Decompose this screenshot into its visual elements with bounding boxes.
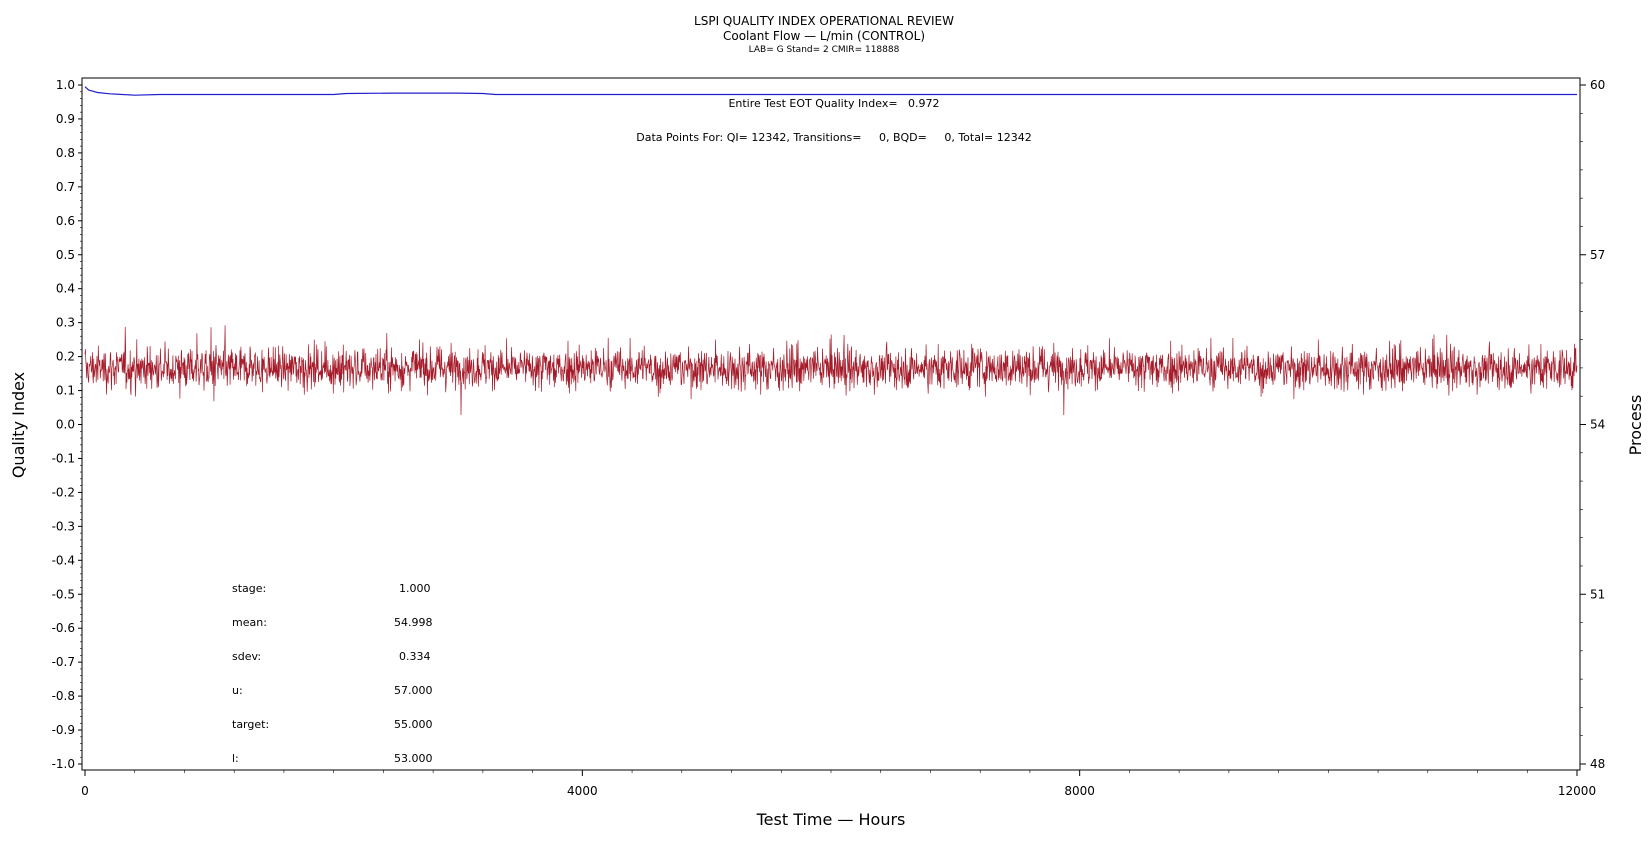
y2-tick-label: 48 bbox=[1590, 757, 1605, 771]
y-tick-label: 0.9 bbox=[56, 112, 75, 126]
y-tick-label: 0.8 bbox=[56, 146, 75, 160]
stat-value: 0.334 bbox=[399, 650, 431, 663]
chart-title: LSPI QUALITY INDEX OPERATIONAL REVIEW bbox=[694, 14, 954, 28]
stats-block: stage: 1.000 mean: 54.998 sdev: 0.334 u:… bbox=[232, 582, 433, 765]
x-tick-label: 0 bbox=[81, 784, 89, 798]
y-tick-label: 0.1 bbox=[56, 384, 75, 398]
stat-label: l: bbox=[232, 752, 239, 765]
y-tick-label: -0.6 bbox=[52, 621, 75, 635]
chart-subsubtitle: LAB= G Stand= 2 CMIR= 118888 bbox=[749, 45, 900, 55]
bottom-axis: 0 4000 8000 12000 bbox=[81, 770, 1596, 798]
y-tick-label: 1.0 bbox=[56, 78, 75, 92]
stat-value: 53.000 bbox=[394, 752, 433, 765]
y-tick-label: -0.2 bbox=[52, 485, 75, 499]
x-axis-label: Test Time — Hours bbox=[756, 810, 906, 829]
y-axis-label: Quality Index bbox=[9, 372, 28, 478]
y-tick-label: 0.2 bbox=[56, 350, 75, 364]
y-tick-label: -1.0 bbox=[52, 757, 75, 771]
x-tick-label: 4000 bbox=[567, 784, 598, 798]
y-tick-label: 0.5 bbox=[56, 248, 75, 262]
y-tick-label: -0.3 bbox=[52, 519, 75, 533]
y-tick-label: -0.7 bbox=[52, 655, 75, 669]
stat-value: 54.998 bbox=[394, 616, 433, 629]
y-tick-label: 0.7 bbox=[56, 180, 75, 194]
series-quality-index-line bbox=[84, 86, 1577, 96]
stat-value: 57.000 bbox=[394, 684, 433, 697]
chart-subtitle: Coolant Flow — L/min (CONTROL) bbox=[723, 29, 925, 43]
y2-tick-label: 60 bbox=[1590, 78, 1605, 92]
stat-value: 1.000 bbox=[399, 582, 431, 595]
stat-label: target: bbox=[232, 718, 269, 731]
y2-tick-label: 57 bbox=[1590, 248, 1605, 262]
stat-value: 55.000 bbox=[394, 718, 433, 731]
y-tick-label: 0.3 bbox=[56, 316, 75, 330]
stat-label: mean: bbox=[232, 616, 267, 629]
y-tick-label: 0.0 bbox=[56, 418, 75, 432]
x-tick-label: 8000 bbox=[1064, 784, 1095, 798]
eot-quality-index-annotation: Entire Test EOT Quality Index= 0.972 bbox=[728, 97, 939, 110]
y-tick-label: -0.4 bbox=[52, 553, 75, 567]
series-process-line bbox=[84, 325, 1578, 416]
y-tick-label: -0.5 bbox=[52, 587, 75, 601]
stat-label: stage: bbox=[232, 582, 266, 595]
y2-axis-label: Process bbox=[1626, 395, 1645, 456]
y-tick-label: 0.4 bbox=[56, 282, 75, 296]
y-tick-label: -0.9 bbox=[52, 723, 75, 737]
y-tick-label: 0.6 bbox=[56, 214, 75, 228]
left-axis: 1.0 0.9 0.8 0.7 0.6 0.5 0.4 0.3 0.2 0.1 0.0 -0.1 -0.… bbox=[52, 78, 82, 771]
right-axis: 60 57 54 51 48 bbox=[1580, 78, 1605, 771]
stat-label: sdev: bbox=[232, 650, 261, 663]
x-tick-label: 12000 bbox=[1558, 784, 1596, 798]
stat-label: u: bbox=[232, 684, 243, 697]
y2-tick-label: 51 bbox=[1590, 587, 1605, 601]
y2-tick-label: 54 bbox=[1590, 418, 1605, 432]
data-points-annotation: Data Points For: QI= 12342, Transitions=… bbox=[636, 131, 1031, 144]
y-tick-label: -0.8 bbox=[52, 689, 75, 703]
y-tick-label: -0.1 bbox=[52, 451, 75, 465]
